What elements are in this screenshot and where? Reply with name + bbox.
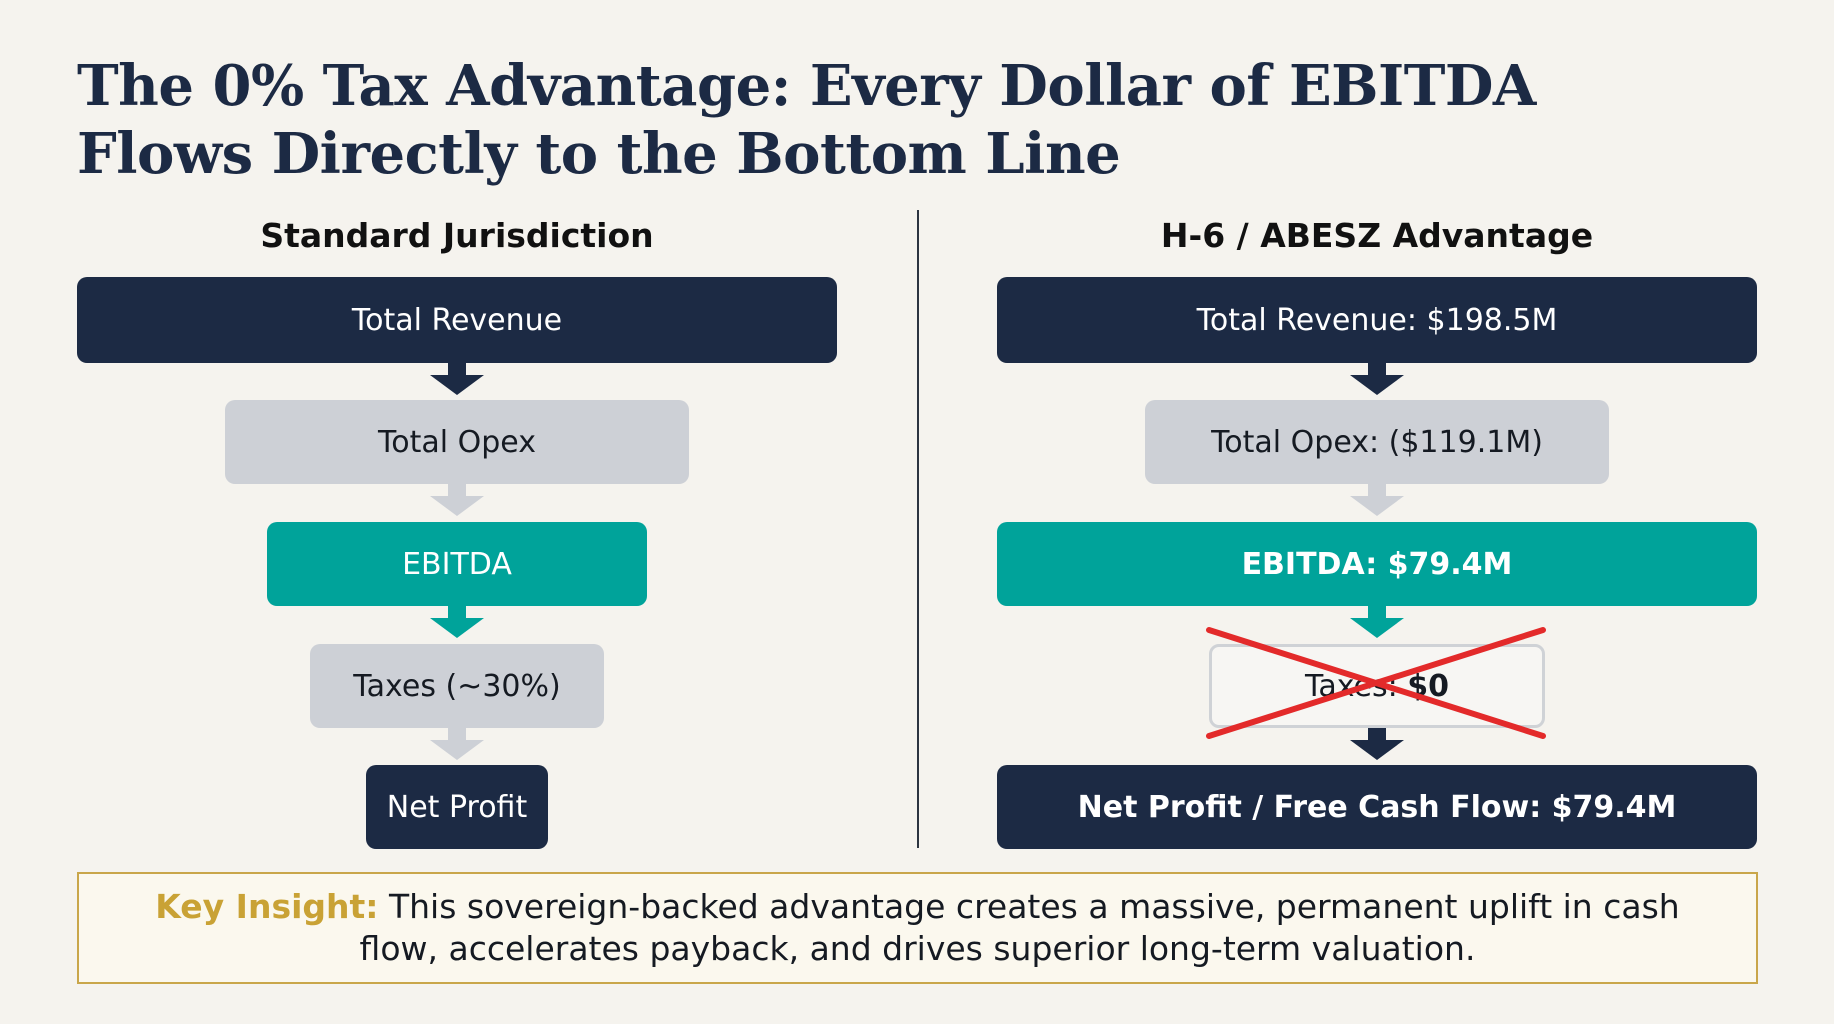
strike-through-x-icon: [1206, 627, 1546, 739]
right-opex-box: Total Opex: ($119.1M): [1145, 400, 1609, 484]
right-ebitda-box: EBITDA: $79.4M: [997, 522, 1757, 606]
key-insight-text-wrap: Key Insight: This sovereign-backed advan…: [119, 886, 1716, 970]
key-insight-box: Key Insight: This sovereign-backed advan…: [77, 872, 1758, 984]
left-column-heading: Standard Jurisdiction: [260, 216, 654, 255]
key-insight-label: Key Insight:: [155, 887, 379, 926]
left-ebitda-box: EBITDA: [267, 522, 647, 606]
column-divider: [917, 210, 919, 848]
left-net-profit-box: Net Profit: [366, 765, 548, 849]
right-column-heading: H-6 / ABESZ Advantage: [1160, 216, 1594, 255]
page-title: The 0% Tax Advantage: Every Dollar of EB…: [77, 53, 1536, 187]
left-taxes-box: Taxes (~30%): [310, 644, 604, 728]
left-revenue-box: Total Revenue: [77, 277, 837, 363]
right-net-profit-box: Net Profit / Free Cash Flow: $79.4M: [997, 765, 1757, 849]
key-insight-text: This sovereign-backed advantage creates …: [359, 887, 1680, 968]
left-opex-box: Total Opex: [225, 400, 689, 484]
right-revenue-box: Total Revenue: $198.5M: [997, 277, 1757, 363]
